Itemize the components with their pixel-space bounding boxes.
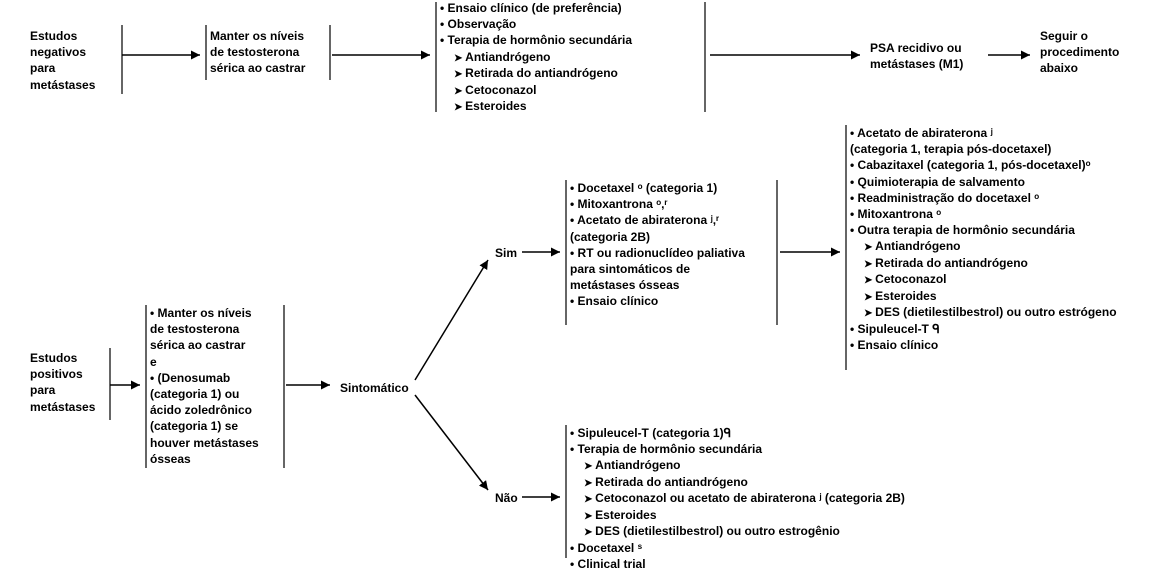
nao-label: Não (495, 490, 518, 506)
sintomatico-label: Sintomático (340, 380, 409, 396)
pos-studies: Estudos positivos para metástases (30, 350, 95, 415)
right-options: Acetato de abiraterona ʲ (categoria 1, t… (850, 125, 1117, 353)
neg-studies: Estudos negativos para metástases (30, 28, 95, 93)
top-options: Ensaio clínico (de preferência) Observaç… (440, 0, 632, 115)
nao-options: Sipuleucel-T (categoria 1)ᑫ Terapia de h… (570, 425, 905, 572)
psa-recidivo: PSA recidivo ou metástases (M1) (870, 40, 963, 72)
sim-options: Docetaxel ᵒ (categoria 1) Mitoxantrona ᵒ… (570, 180, 745, 310)
pos-options: Manter os níveis de testosterona sérica … (150, 305, 259, 467)
follow-below: Seguir o procedimento abaixo (1040, 28, 1119, 77)
maintain-testosterone: Manter os níveis de testosterona sérica … (210, 28, 305, 77)
sim-label: Sim (495, 245, 517, 261)
